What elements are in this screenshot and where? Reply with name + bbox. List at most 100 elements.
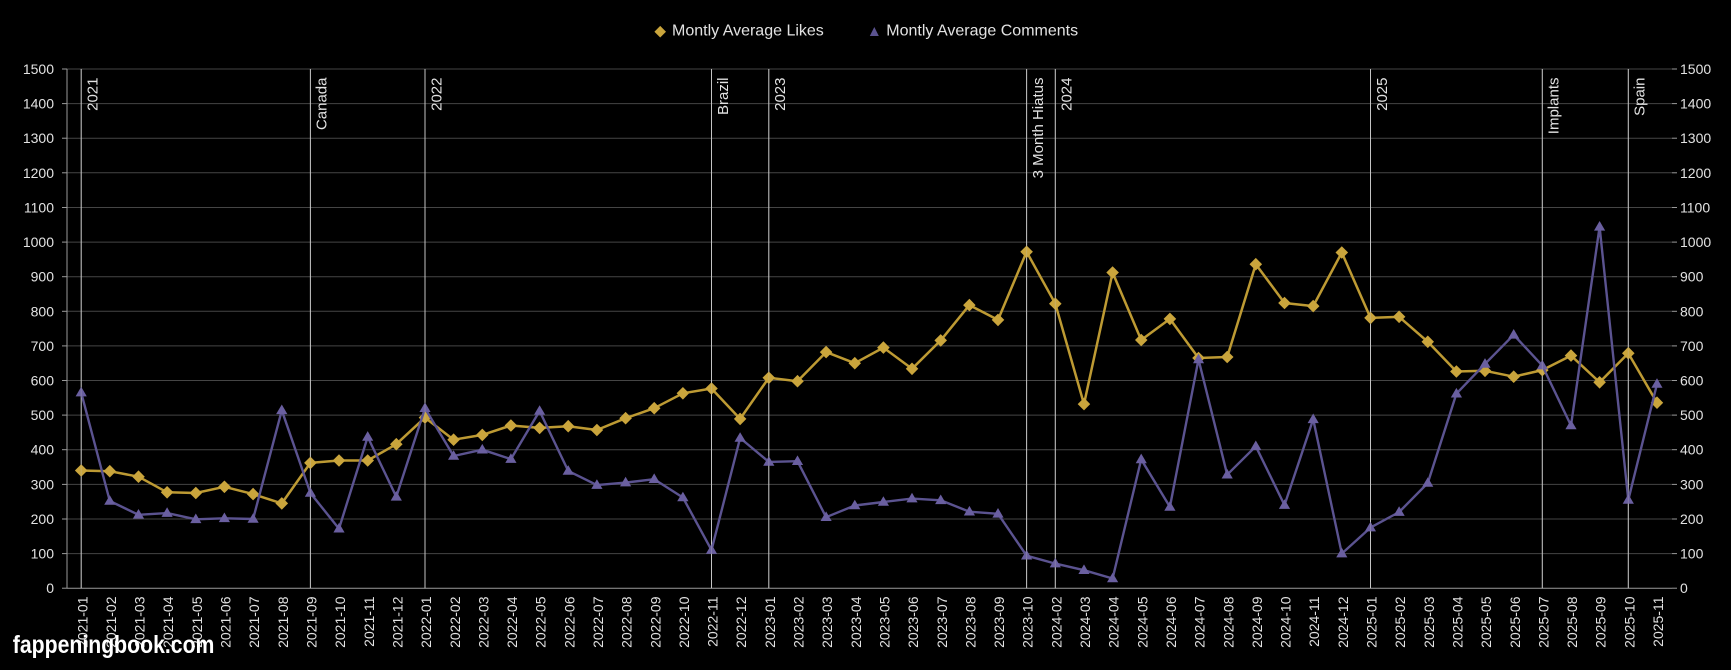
svg-text:2024-10: 2024-10	[1278, 596, 1294, 648]
svg-text:2024-11: 2024-11	[1306, 596, 1322, 647]
svg-text:1300: 1300	[23, 130, 54, 146]
svg-text:100: 100	[1680, 546, 1704, 562]
svg-text:600: 600	[31, 373, 55, 389]
svg-text:1100: 1100	[1680, 200, 1710, 216]
svg-text:2024-09: 2024-09	[1249, 596, 1265, 648]
svg-text:2024-04: 2024-04	[1106, 596, 1122, 648]
svg-text:2021-04: 2021-04	[160, 596, 176, 648]
svg-text:1400: 1400	[23, 96, 54, 112]
svg-text:2025-01: 2025-01	[1364, 596, 1380, 648]
svg-text:200: 200	[1680, 511, 1704, 527]
svg-text:700: 700	[1680, 338, 1704, 354]
svg-text:Montly Average Likes: Montly Average Likes	[672, 23, 824, 40]
svg-text:2021-01: 2021-01	[74, 596, 90, 648]
svg-text:300: 300	[31, 476, 55, 492]
svg-text:2021-08: 2021-08	[275, 596, 291, 648]
svg-text:500: 500	[1680, 407, 1704, 423]
svg-text:700: 700	[31, 338, 55, 354]
svg-text:2025-07: 2025-07	[1535, 596, 1551, 648]
svg-text:1100: 1100	[24, 200, 54, 216]
svg-text:2025-04: 2025-04	[1450, 596, 1466, 648]
svg-text:2023-03: 2023-03	[819, 596, 835, 648]
svg-text:2023-02: 2023-02	[791, 596, 807, 648]
svg-text:2021-11: 2021-11	[361, 596, 377, 647]
svg-text:2023: 2023	[772, 78, 789, 111]
svg-text:1400: 1400	[1680, 96, 1711, 112]
svg-text:2024-08: 2024-08	[1220, 596, 1236, 648]
svg-text:Implants: Implants	[1546, 78, 1563, 135]
svg-text:3 Month Hiatus: 3 Month Hiatus	[1030, 78, 1047, 179]
svg-text:2025-06: 2025-06	[1507, 596, 1523, 648]
svg-text:2022-03: 2022-03	[475, 596, 491, 648]
svg-text:2021-03: 2021-03	[132, 596, 148, 648]
svg-text:1300: 1300	[1680, 130, 1711, 146]
svg-text:1500: 1500	[23, 61, 54, 77]
svg-text:Canada: Canada	[314, 77, 331, 130]
svg-text:2023-05: 2023-05	[877, 596, 893, 648]
svg-text:2022-02: 2022-02	[447, 596, 463, 648]
svg-text:1200: 1200	[23, 165, 54, 181]
svg-text:2025-10: 2025-10	[1621, 596, 1637, 648]
svg-text:fappeningbook.com: fappeningbook.com	[13, 631, 215, 659]
svg-text:1500: 1500	[1680, 61, 1711, 77]
svg-text:2022-06: 2022-06	[561, 596, 577, 648]
svg-text:Brazil: Brazil	[715, 78, 732, 116]
svg-text:300: 300	[1680, 476, 1704, 492]
svg-text:2022-04: 2022-04	[504, 596, 520, 648]
svg-text:2023-04: 2023-04	[848, 596, 864, 648]
svg-text:2022-08: 2022-08	[619, 596, 635, 648]
svg-text:2021-02: 2021-02	[103, 596, 119, 648]
svg-text:2021-07: 2021-07	[246, 596, 262, 648]
svg-text:2024-07: 2024-07	[1192, 596, 1208, 648]
svg-text:2021-09: 2021-09	[304, 596, 320, 648]
svg-text:2025-09: 2025-09	[1593, 596, 1609, 648]
svg-text:2022-11: 2022-11	[705, 596, 721, 647]
svg-text:Montly Average Comments: Montly Average Comments	[886, 23, 1078, 40]
svg-text:2024-03: 2024-03	[1077, 596, 1093, 648]
svg-text:2021-06: 2021-06	[218, 596, 234, 648]
svg-text:2023-10: 2023-10	[1020, 596, 1036, 648]
svg-text:2024-02: 2024-02	[1048, 596, 1064, 648]
svg-text:200: 200	[31, 511, 55, 527]
svg-text:2022: 2022	[428, 78, 445, 111]
svg-text:2024: 2024	[1059, 78, 1076, 111]
svg-text:2023-01: 2023-01	[762, 596, 778, 648]
svg-text:Spain: Spain	[1632, 78, 1649, 116]
svg-text:2025-03: 2025-03	[1421, 596, 1437, 648]
svg-text:2023-06: 2023-06	[905, 596, 921, 648]
svg-text:2022-07: 2022-07	[590, 596, 606, 648]
svg-text:1200: 1200	[1680, 165, 1711, 181]
svg-text:2022-10: 2022-10	[676, 596, 692, 648]
svg-text:500: 500	[31, 407, 55, 423]
svg-text:800: 800	[31, 303, 55, 319]
svg-text:100: 100	[31, 546, 55, 562]
svg-text:0: 0	[46, 580, 54, 596]
svg-text:2025-05: 2025-05	[1478, 596, 1494, 648]
svg-text:2021: 2021	[85, 78, 102, 111]
svg-text:600: 600	[1680, 373, 1704, 389]
svg-text:2024-12: 2024-12	[1335, 596, 1351, 648]
svg-text:2025-11: 2025-11	[1650, 596, 1666, 647]
svg-text:2025-08: 2025-08	[1564, 596, 1580, 648]
svg-text:900: 900	[1680, 269, 1704, 285]
svg-text:2021-10: 2021-10	[332, 596, 348, 648]
svg-text:900: 900	[31, 269, 55, 285]
svg-text:2024-05: 2024-05	[1134, 596, 1150, 648]
svg-text:2022-01: 2022-01	[418, 596, 434, 648]
svg-text:2022-09: 2022-09	[647, 596, 663, 648]
svg-text:0: 0	[1680, 580, 1688, 596]
svg-text:2025-02: 2025-02	[1392, 596, 1408, 648]
svg-text:2023-08: 2023-08	[963, 596, 979, 648]
svg-text:2025: 2025	[1374, 78, 1391, 111]
svg-text:2024-06: 2024-06	[1163, 596, 1179, 648]
svg-text:1000: 1000	[1680, 234, 1711, 250]
svg-text:2023-07: 2023-07	[934, 596, 950, 648]
svg-text:2021-12: 2021-12	[389, 596, 405, 648]
svg-text:2022-05: 2022-05	[533, 596, 549, 648]
svg-text:400: 400	[1680, 442, 1704, 458]
svg-text:800: 800	[1680, 303, 1704, 319]
svg-text:400: 400	[31, 442, 55, 458]
svg-text:2022-12: 2022-12	[733, 596, 749, 648]
svg-text:1000: 1000	[23, 234, 54, 250]
svg-text:2023-09: 2023-09	[991, 596, 1007, 648]
